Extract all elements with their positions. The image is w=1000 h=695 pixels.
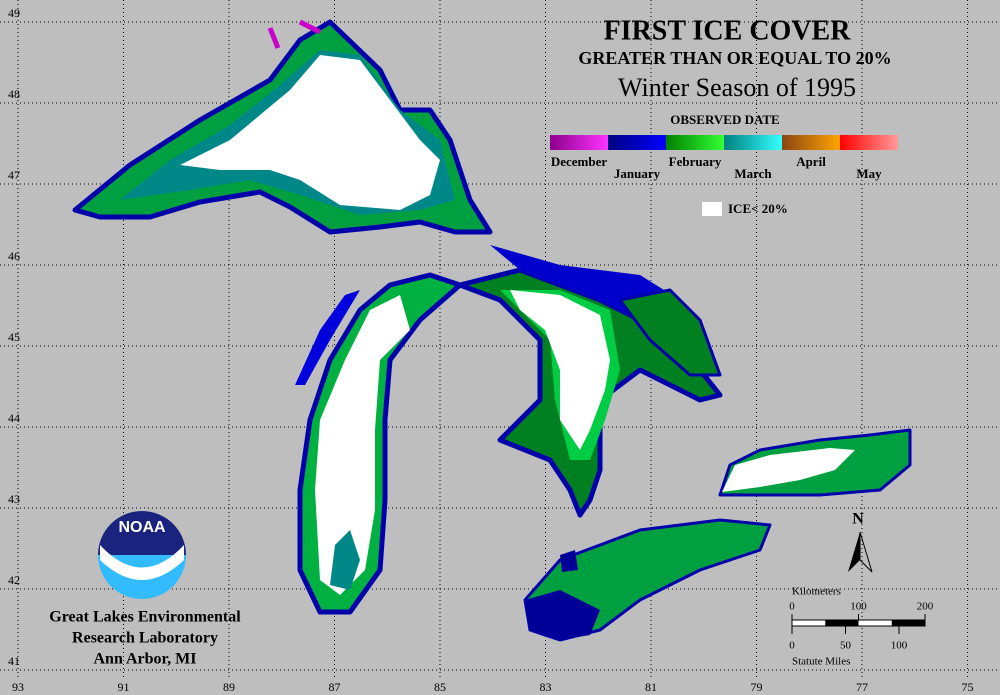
- legend-swatch: [840, 135, 898, 150]
- legend-swatch: [550, 135, 608, 150]
- legend-label: March: [734, 166, 772, 181]
- north-arrow: N: [848, 511, 873, 573]
- lat-label: 42: [8, 573, 20, 587]
- lake-huron: [457, 245, 723, 518]
- lon-label: 75: [962, 680, 974, 694]
- km-label: 100: [850, 601, 867, 613]
- credit-line: Research Laboratory: [72, 630, 218, 647]
- lat-label: 45: [8, 330, 20, 344]
- lon-label: 87: [329, 680, 341, 694]
- mile-label: 50: [840, 640, 852, 652]
- lat-label: 43: [8, 492, 20, 506]
- lon-label: 79: [751, 680, 763, 694]
- lake-ontario: [718, 428, 912, 497]
- scale-title: Kilometers: [792, 586, 841, 598]
- scale-bar: Kilometers Statute Miles 0 100 200 0 50 100: [789, 586, 934, 668]
- no-ice-swatch: [702, 202, 722, 216]
- legend-swatch: [724, 135, 782, 150]
- legend-title: OBSERVED DATE: [670, 112, 779, 127]
- lat-label: 48: [8, 87, 20, 101]
- lat-label: 46: [8, 249, 20, 263]
- lat-label: 41: [8, 654, 20, 668]
- credit-line: Ann Arbor, MI: [94, 651, 197, 668]
- lon-label: 81: [645, 680, 657, 694]
- legend-label: January: [614, 166, 661, 181]
- lakes: [72, 19, 912, 642]
- legend-label: April: [796, 154, 826, 169]
- km-label: 0: [789, 601, 795, 613]
- legend-label: May: [856, 166, 882, 181]
- lon-label: 93: [12, 680, 24, 694]
- north-label: N: [852, 511, 864, 528]
- legend-label: December: [551, 154, 608, 169]
- legend-swatch: [782, 135, 840, 150]
- scale-units: Statute Miles: [792, 656, 850, 668]
- mile-label: 100: [891, 640, 908, 652]
- lon-label: 91: [118, 680, 130, 694]
- legend-swatch: [666, 135, 724, 150]
- lon-label: 83: [540, 680, 552, 694]
- logo-text: NOAA: [118, 519, 166, 536]
- noaa-logo: NOAA: [98, 511, 186, 599]
- title: FIRST ICE COVER: [604, 15, 852, 46]
- lat-label: 49: [8, 6, 20, 20]
- credit-line: Great Lakes Environmental: [49, 609, 241, 626]
- mile-label: 0: [789, 640, 795, 652]
- scale-segment: [891, 620, 925, 626]
- lon-label: 89: [223, 680, 235, 694]
- legend: December January February March April May: [550, 135, 898, 181]
- lake-michigan: [295, 272, 463, 615]
- no-ice-label: ICE< 20%: [728, 201, 788, 216]
- lat-label: 44: [8, 411, 20, 425]
- lon-label: 85: [434, 680, 446, 694]
- subtitle: GREATER THAN OR EQUAL TO 20%: [578, 48, 891, 68]
- km-label: 200: [917, 601, 934, 613]
- scale-segment: [825, 620, 859, 626]
- lake-erie: [523, 518, 772, 642]
- lon-label: 77: [856, 680, 868, 694]
- legend-swatch: [608, 135, 666, 150]
- lat-label: 47: [8, 168, 20, 182]
- legend-label: February: [669, 154, 722, 169]
- lake-superior: [72, 19, 493, 235]
- season: Winter Season of 1995: [618, 73, 856, 102]
